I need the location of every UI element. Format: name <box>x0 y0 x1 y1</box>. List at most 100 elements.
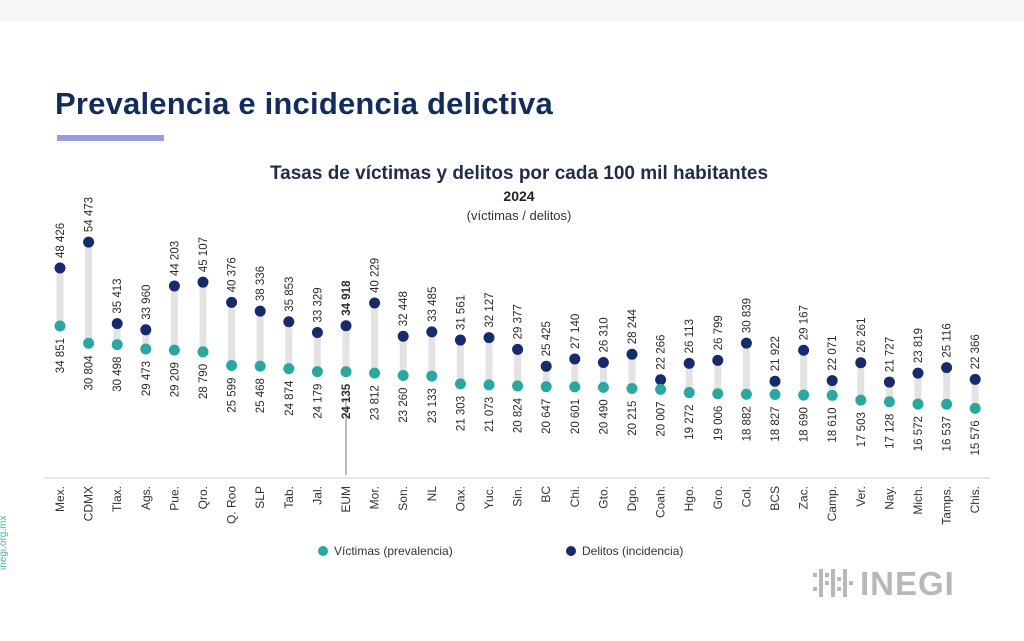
delitos-data-label: 40 229 <box>370 258 382 293</box>
x-tick-label: Camp. <box>825 486 839 521</box>
victimas-data-label: 21 073 <box>484 397 496 432</box>
victimas-data-label: 21 303 <box>455 396 467 431</box>
x-tick-label: Gro. <box>711 486 725 509</box>
x-tick-label: Ags. <box>139 486 153 510</box>
victimas-data-label: 24 135 <box>341 383 353 419</box>
delitos-data-label: 33 485 <box>427 287 439 322</box>
victimas-data-label: 20 215 <box>627 401 639 436</box>
delitos-point <box>969 373 981 385</box>
x-tick-label: BCS <box>768 486 782 511</box>
delitos-data-label: 44 203 <box>169 241 181 276</box>
delitos-data-label: 26 113 <box>684 319 696 353</box>
x-tick-label: EUM <box>339 486 353 513</box>
delitos-point <box>483 332 495 344</box>
delitos-data-label: 32 448 <box>398 291 410 326</box>
victimas-point <box>340 366 352 378</box>
x-tick-label: Q. Roo <box>225 486 239 524</box>
victimas-data-label: 34 851 <box>55 338 67 373</box>
delitos-data-label: 54 473 <box>84 197 96 232</box>
delitos-data-label: 33 329 <box>312 287 324 322</box>
top-strip <box>0 0 1024 22</box>
victimas-data-label: 25 599 <box>227 378 239 413</box>
victimas-data-label: 18 882 <box>741 406 753 441</box>
legend: Víctimas (prevalencia) Delitos (incidenc… <box>318 544 683 558</box>
victimas-point <box>483 379 495 391</box>
delitos-data-label: 25 425 <box>541 321 553 356</box>
legend-victimas-label: Víctimas (prevalencia) <box>334 544 453 558</box>
victimas-data-label: 20 601 <box>570 399 582 434</box>
x-tick-label: Sin. <box>511 486 525 507</box>
delitos-data-label: 31 561 <box>455 295 467 330</box>
delitos-point <box>712 354 724 366</box>
x-tick-label: Dgo. <box>625 486 639 511</box>
delitos-data-label: 35 853 <box>284 277 296 312</box>
victimas-point <box>254 360 266 372</box>
delitos-data-label: 35 413 <box>112 278 124 313</box>
x-tick-label: Coah. <box>654 486 668 518</box>
delitos-point <box>311 327 323 339</box>
victimas-point <box>540 381 552 393</box>
delitos-point <box>226 296 238 308</box>
x-tick-label: Oax. <box>453 486 467 511</box>
delitos-point <box>540 360 552 372</box>
delitos-point <box>626 348 638 360</box>
legend-delitos-label: Delitos (incidencia) <box>582 544 683 558</box>
victimas-data-label: 18 610 <box>827 407 839 442</box>
victimas-data-label: 19 006 <box>713 406 725 441</box>
victimas-point <box>655 383 667 395</box>
victimas-data-label: 18 690 <box>799 407 811 442</box>
victimas-point <box>912 398 924 410</box>
delitos-point <box>454 334 466 346</box>
delitos-data-label: 38 336 <box>255 266 267 301</box>
delitos-point <box>569 353 581 365</box>
victimas-point <box>311 366 323 378</box>
x-tick-label: Mex. <box>53 486 67 512</box>
delitos-point <box>597 356 609 368</box>
x-tick-label: Jal. <box>310 486 324 505</box>
x-tick-label: Nay. <box>882 486 896 510</box>
delitos-point <box>798 344 810 356</box>
delitos-point <box>426 326 438 338</box>
delitos-data-label: 22 071 <box>827 335 839 370</box>
victimas-point <box>883 396 895 408</box>
victimas-data-label: 23 812 <box>370 385 382 420</box>
delitos-data-label: 30 839 <box>741 298 753 333</box>
x-tick-label: Hgo. <box>682 486 696 511</box>
x-tick-label: Tamps. <box>940 486 954 525</box>
delitos-data-label: 32 127 <box>484 292 496 327</box>
delitos-data-label: 33 960 <box>141 285 153 320</box>
inegi-logo-mark <box>813 569 853 597</box>
delitos-point <box>283 316 295 328</box>
delitos-data-label: 29 377 <box>513 304 525 339</box>
delitos-point <box>855 357 867 369</box>
delitos-data-label: 40 376 <box>227 257 239 292</box>
victimas-data-label: 29 473 <box>141 361 153 396</box>
victimas-point <box>941 398 953 410</box>
x-tick-label: SLP <box>253 486 267 509</box>
x-tick-label: Chi. <box>568 486 582 507</box>
delitos-point <box>140 324 152 336</box>
x-tick-label: Col. <box>739 486 753 507</box>
victimas-point <box>369 367 381 379</box>
victimas-data-label: 28 790 <box>198 364 210 399</box>
delitos-point <box>826 375 838 387</box>
delitos-data-label: 22 366 <box>970 334 982 369</box>
delitos-point <box>683 357 695 369</box>
victimas-point <box>111 339 123 351</box>
delitos-point <box>883 376 895 388</box>
delitos-point <box>369 297 381 309</box>
x-tick-label: Mor. <box>368 486 382 509</box>
chart-units: (víctimas / delitos) <box>467 208 572 223</box>
delitos-point <box>941 362 953 374</box>
victimas-point <box>83 337 95 349</box>
delitos-data-label: 26 799 <box>713 315 725 350</box>
victimas-data-label: 23 260 <box>398 388 410 423</box>
victimas-point <box>454 378 466 390</box>
x-tick-label: Tab. <box>282 486 296 509</box>
delitos-point <box>340 320 352 332</box>
delitos-point <box>83 236 95 248</box>
delitos-point <box>397 330 409 342</box>
delitos-point <box>655 374 667 386</box>
x-tick-label: Yuc. <box>482 486 496 509</box>
